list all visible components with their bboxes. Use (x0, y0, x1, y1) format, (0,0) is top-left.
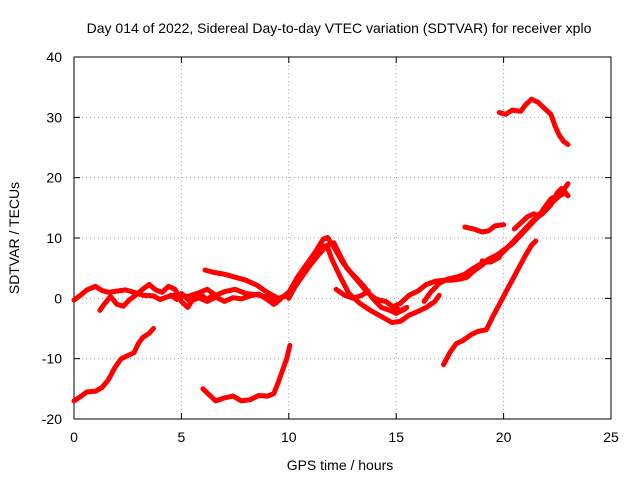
x-axis-ticks: 0 5 10 15 20 25 (70, 57, 619, 445)
series-arc-l (479, 254, 502, 265)
y-tick-label: -20 (42, 411, 62, 427)
x-tick-label: 15 (388, 429, 404, 445)
x-tick-label: 0 (70, 429, 78, 445)
series-arc-g (333, 286, 371, 301)
y-tick-label: 20 (46, 170, 62, 186)
y-tick-label: 30 (46, 109, 62, 125)
series-arc-h (200, 342, 293, 404)
series-arc-o (441, 238, 539, 368)
y-tick-label: 40 (46, 49, 62, 65)
series-arc-f (286, 240, 408, 316)
series-arc-p (496, 96, 571, 147)
x-tick-label: 20 (496, 429, 512, 445)
series-arc-d (168, 291, 283, 307)
grid-lines (74, 57, 611, 419)
x-axis-label: GPS time / hours (287, 457, 394, 473)
series-arc-e (202, 234, 410, 313)
series-arc-n (550, 190, 569, 205)
series-arc-a (71, 326, 156, 404)
series-arc-i (389, 181, 571, 310)
series-group (71, 96, 571, 404)
series-arc-m (511, 211, 541, 232)
y-tick-label: -10 (42, 351, 62, 367)
x-tick-label: 25 (603, 429, 619, 445)
y-tick-label: 0 (54, 290, 62, 306)
series-arc-k (462, 222, 507, 235)
y-axis-ticks: -20 -10 0 10 20 30 40 (42, 49, 611, 427)
y-axis-label: SDTVAR / TECUs (6, 182, 22, 294)
y-tick-label: 10 (46, 230, 62, 246)
chart-title: Day 014 of 2022, Sidereal Day-to-day VTE… (87, 20, 592, 36)
x-tick-label: 10 (281, 429, 297, 445)
x-tick-label: 5 (178, 429, 186, 445)
